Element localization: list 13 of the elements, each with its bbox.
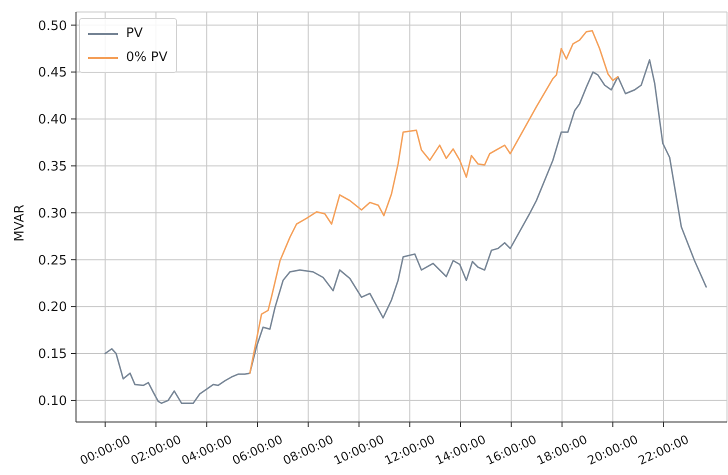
y-tick-label: 0.15	[38, 347, 67, 362]
y-tick-label: 0.10	[38, 394, 67, 410]
legend-label: PV	[126, 26, 144, 41]
y-tick-label: 0.25	[38, 253, 67, 268]
y-tick-label: 0.30	[38, 206, 67, 222]
y-tick-label: 0.50	[38, 18, 67, 34]
y-tick-label: 0.45	[38, 66, 67, 81]
y-tick-label: 0.35	[38, 159, 67, 174]
line-series	[249, 30, 619, 374]
y-axis-title: MVAR	[12, 204, 28, 242]
y-tick-label: 0.40	[38, 112, 67, 128]
y-tick-label: 0.20	[38, 300, 67, 316]
legend-label: 0% PV	[126, 50, 168, 65]
